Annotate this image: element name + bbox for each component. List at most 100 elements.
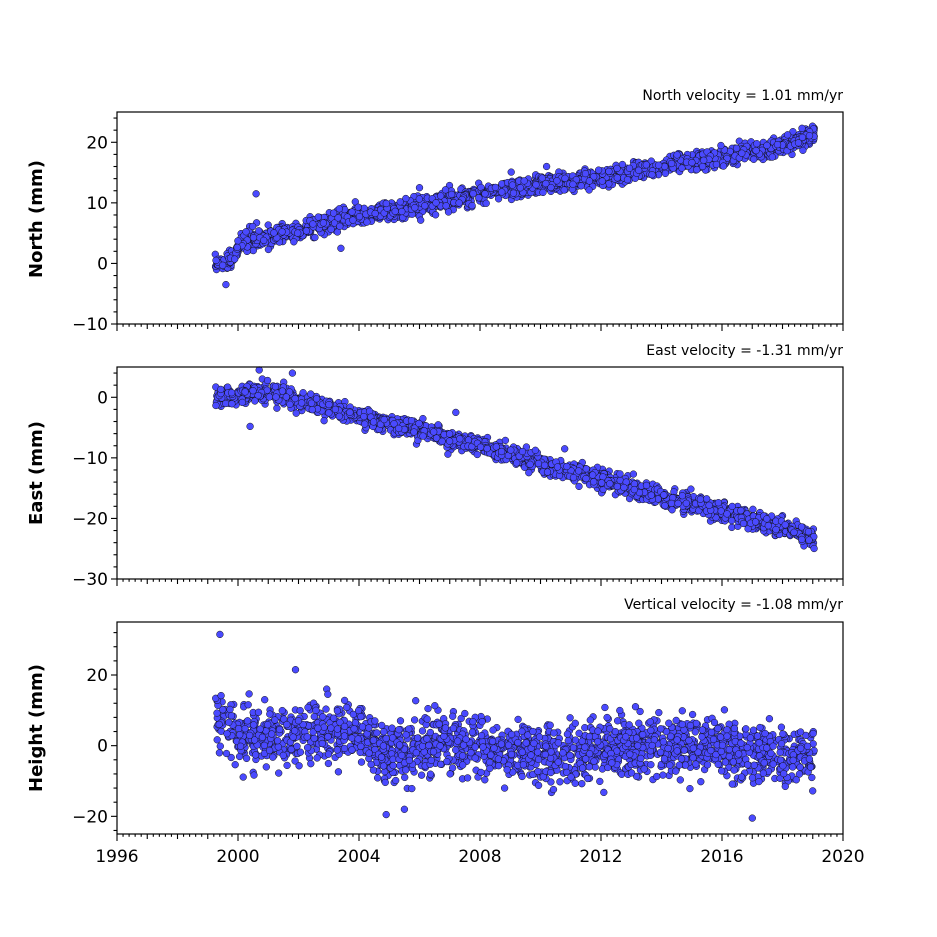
data-point bbox=[805, 132, 814, 140]
outlier-point bbox=[415, 184, 424, 192]
data-point bbox=[419, 432, 427, 440]
data-point bbox=[331, 405, 340, 414]
data-point bbox=[335, 205, 343, 213]
data-point bbox=[667, 499, 676, 508]
data-point bbox=[520, 177, 528, 185]
data-point bbox=[382, 199, 390, 208]
data-point bbox=[212, 256, 220, 265]
data-point bbox=[561, 174, 569, 182]
data-point bbox=[678, 492, 686, 500]
data-point bbox=[395, 424, 403, 433]
data-point bbox=[661, 169, 670, 178]
data-point bbox=[242, 228, 250, 236]
data-point bbox=[526, 460, 534, 468]
data-point bbox=[752, 146, 760, 155]
data-point bbox=[660, 491, 668, 499]
data-point bbox=[598, 177, 606, 185]
data-point bbox=[509, 189, 518, 197]
data-point bbox=[355, 212, 364, 221]
data-point bbox=[809, 787, 817, 795]
data-point bbox=[687, 485, 695, 493]
data-point bbox=[763, 515, 771, 523]
data-point bbox=[737, 506, 745, 515]
data-point bbox=[371, 209, 379, 218]
data-point bbox=[446, 770, 454, 778]
data-point bbox=[635, 719, 643, 727]
data-point bbox=[320, 417, 328, 425]
data-point bbox=[578, 780, 586, 788]
data-point bbox=[563, 462, 571, 471]
data-point bbox=[212, 401, 220, 410]
data-point bbox=[354, 203, 362, 211]
data-point bbox=[625, 164, 634, 172]
data-point bbox=[804, 528, 813, 536]
data-point bbox=[217, 385, 225, 394]
data-point bbox=[798, 535, 806, 544]
data-point bbox=[482, 199, 490, 207]
data-point bbox=[805, 536, 813, 544]
data-point bbox=[438, 437, 446, 445]
data-point bbox=[249, 387, 257, 395]
data-point bbox=[262, 763, 270, 771]
data-point bbox=[282, 393, 290, 401]
data-point bbox=[596, 777, 604, 786]
data-point bbox=[616, 476, 624, 485]
data-point bbox=[271, 383, 280, 391]
data-point bbox=[483, 444, 491, 453]
data-point bbox=[469, 190, 477, 198]
data-point bbox=[790, 528, 798, 536]
y-tick-label: −10 bbox=[72, 315, 108, 335]
data-point bbox=[447, 190, 456, 199]
data-point bbox=[560, 186, 568, 194]
data-point bbox=[396, 198, 404, 206]
data-point bbox=[264, 245, 273, 254]
data-point bbox=[286, 400, 294, 408]
data-point bbox=[625, 721, 633, 729]
data-point bbox=[698, 162, 707, 171]
data-point bbox=[380, 415, 388, 424]
data-point bbox=[481, 190, 489, 198]
data-point bbox=[717, 141, 725, 150]
data-point bbox=[569, 180, 577, 188]
data-point bbox=[673, 151, 681, 159]
data-point bbox=[553, 177, 561, 185]
data-point bbox=[314, 213, 322, 221]
data-point bbox=[283, 761, 291, 770]
data-point bbox=[668, 506, 676, 514]
north-velocity-title: North velocity = 1.01 mm/yr bbox=[642, 88, 843, 104]
data-point bbox=[312, 395, 321, 403]
data-point bbox=[291, 394, 299, 403]
data-point bbox=[678, 164, 686, 172]
data-point bbox=[732, 144, 741, 152]
data-point bbox=[513, 459, 521, 467]
outlier-point bbox=[246, 422, 254, 431]
data-point bbox=[421, 202, 429, 210]
data-point bbox=[336, 222, 344, 230]
data-point bbox=[498, 188, 506, 196]
data-point bbox=[728, 516, 736, 525]
data-point bbox=[772, 525, 780, 534]
data-point bbox=[290, 238, 298, 246]
data-point bbox=[494, 195, 503, 203]
data-point bbox=[325, 400, 333, 409]
data-point bbox=[700, 156, 708, 164]
data-point bbox=[442, 202, 450, 210]
data-point bbox=[335, 412, 343, 420]
east-y-axis-label: East (mm) bbox=[26, 421, 47, 525]
data-point bbox=[514, 715, 522, 724]
data-point bbox=[739, 519, 748, 528]
data-point bbox=[590, 478, 598, 486]
panel-north: North velocity = 1.01 mm/yr North (mm) −… bbox=[26, 88, 844, 335]
data-point bbox=[278, 387, 287, 395]
data-point bbox=[431, 211, 440, 219]
data-point bbox=[589, 471, 597, 479]
data-point bbox=[407, 416, 416, 425]
data-point bbox=[463, 774, 472, 782]
data-point bbox=[647, 761, 655, 769]
data-point bbox=[659, 771, 667, 779]
data-point bbox=[444, 208, 453, 216]
data-point bbox=[753, 140, 761, 148]
data-point bbox=[396, 717, 405, 725]
data-point bbox=[696, 495, 705, 503]
